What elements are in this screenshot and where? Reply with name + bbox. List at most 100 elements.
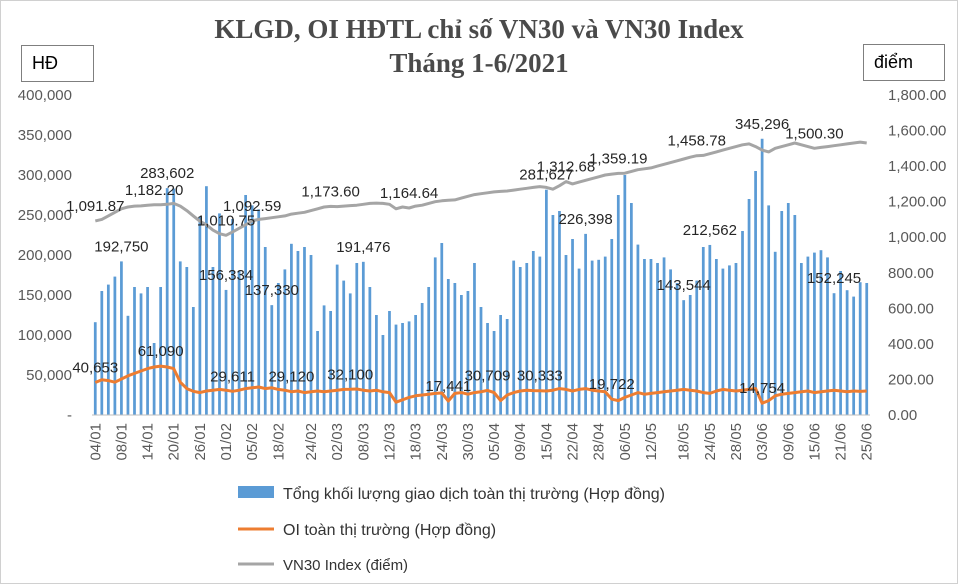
data-label: 143,544: [657, 277, 711, 294]
x-axis-tick-label: 09/06: [780, 423, 797, 461]
volume-bar: [113, 276, 117, 415]
x-axis-tick-label: 22/04: [565, 423, 582, 461]
volume-bar: [263, 247, 267, 415]
data-label: 192,750: [94, 238, 148, 255]
volume-bar: [747, 199, 751, 415]
data-label: 281,627: [519, 167, 573, 184]
volume-bar: [368, 287, 372, 415]
right-axis-tick-label: 1,800.00: [888, 87, 946, 104]
x-axis-tick-label: 02/03: [329, 423, 346, 461]
volume-bar: [335, 264, 339, 415]
volume-bar: [845, 290, 849, 415]
data-label: 29,611: [210, 368, 255, 385]
volume-bar: [786, 203, 790, 415]
right-axis-tick-label: 200.00: [888, 371, 934, 388]
volume-bar: [146, 287, 149, 415]
chart-subtitle: Tháng 1-6/2021: [389, 48, 569, 78]
volume-bar: [603, 256, 607, 415]
volume-bar: [446, 279, 450, 415]
volume-bar: [348, 293, 352, 415]
volume-bar: [342, 280, 346, 415]
volume-bar: [551, 215, 555, 415]
volume-bar: [322, 305, 326, 415]
volume-bar: [590, 260, 594, 415]
right-axis-tick-label: 1,200.00: [888, 194, 946, 211]
volume-bar: [133, 287, 136, 415]
right-axis-tick-label: 1,400.00: [888, 158, 946, 175]
volume-bar: [675, 283, 679, 415]
data-label: 152,245: [807, 270, 861, 287]
volume-bar: [165, 188, 169, 415]
volume-bar: [270, 305, 274, 415]
data-label: 61,090: [138, 343, 184, 360]
volume-bar: [571, 239, 574, 415]
volume-bar: [433, 257, 437, 415]
x-axis-tick-label: 03/06: [754, 423, 771, 461]
volume-bar: [728, 265, 731, 415]
volume-bar: [492, 331, 496, 415]
volume-bar: [636, 244, 640, 415]
x-axis-tick-label: 20/01: [166, 423, 183, 461]
volume-bar: [394, 324, 398, 415]
oi-line: [94, 364, 867, 405]
volume-bar: [237, 271, 241, 415]
legend-entry: VN30 Index (điểm): [283, 557, 408, 574]
x-axis-tick-label: 01/02: [218, 423, 235, 461]
volume-bar: [616, 195, 620, 415]
right-axis-unit: điểm: [863, 44, 945, 81]
volume-bar: [420, 303, 424, 415]
volume-bar: [191, 307, 195, 415]
volume-bar: [388, 311, 391, 415]
volume-bar: [375, 315, 378, 415]
legend-swatch: [238, 486, 274, 498]
data-label: 1,312.68: [537, 159, 595, 176]
left-axis-tick-label: 350,000: [18, 127, 72, 144]
x-axis-tick-label: 12/05: [643, 423, 660, 461]
volume-bar: [407, 321, 411, 415]
volume-bar: [682, 300, 686, 415]
vn30-index-line: [94, 140, 867, 237]
x-axis-tick-label: 15/06: [806, 423, 823, 461]
volume-bar: [152, 343, 156, 415]
volume-bar: [754, 171, 757, 415]
volume-bar: [799, 263, 803, 415]
x-axis-tick-label: 24/03: [434, 423, 451, 461]
volume-bar: [473, 263, 476, 415]
volume-bar: [309, 255, 313, 415]
volume-bar: [244, 195, 248, 415]
volume-bar: [106, 284, 110, 415]
left-axis-tick-label: 200,000: [18, 247, 72, 264]
data-label: 1,182.20: [125, 182, 183, 199]
x-axis-tick-label: 28/04: [591, 423, 608, 461]
volume-bar: [440, 243, 444, 415]
x-axis-tick-label: 08/01: [113, 423, 130, 461]
volume-bar: [610, 239, 614, 415]
volume-bar: [826, 257, 829, 415]
volume-bar: [283, 269, 287, 415]
volume-bar: [629, 203, 633, 415]
volume-bar: [290, 243, 293, 415]
volume-bar: [172, 188, 176, 415]
volume-bar: [178, 261, 182, 415]
data-label: 1,010.75: [197, 212, 255, 229]
volume-bar: [126, 315, 130, 415]
data-label: 1,164.64: [380, 185, 438, 202]
volume-bar: [741, 231, 744, 415]
x-axis-tick-label: 18/03: [408, 423, 425, 461]
data-label: 212,562: [683, 222, 737, 239]
volume-bar: [518, 267, 522, 415]
volume-bar: [198, 216, 202, 415]
volume-bar: [316, 331, 319, 415]
volume-bar: [525, 263, 529, 415]
data-label: 1,458.78: [668, 133, 726, 150]
volume-bar: [93, 322, 97, 415]
volume-bar: [231, 219, 234, 415]
volume-bar: [832, 293, 836, 415]
volume-bar: [276, 283, 280, 415]
volume-bar: [479, 307, 483, 415]
x-axis-tick-label: 09/04: [512, 423, 529, 461]
x-axis-tick-label: 24/05: [702, 423, 719, 461]
volume-bar: [538, 256, 542, 415]
left-axis-tick-label: 50,000: [26, 367, 72, 384]
volume-bar: [773, 251, 777, 415]
